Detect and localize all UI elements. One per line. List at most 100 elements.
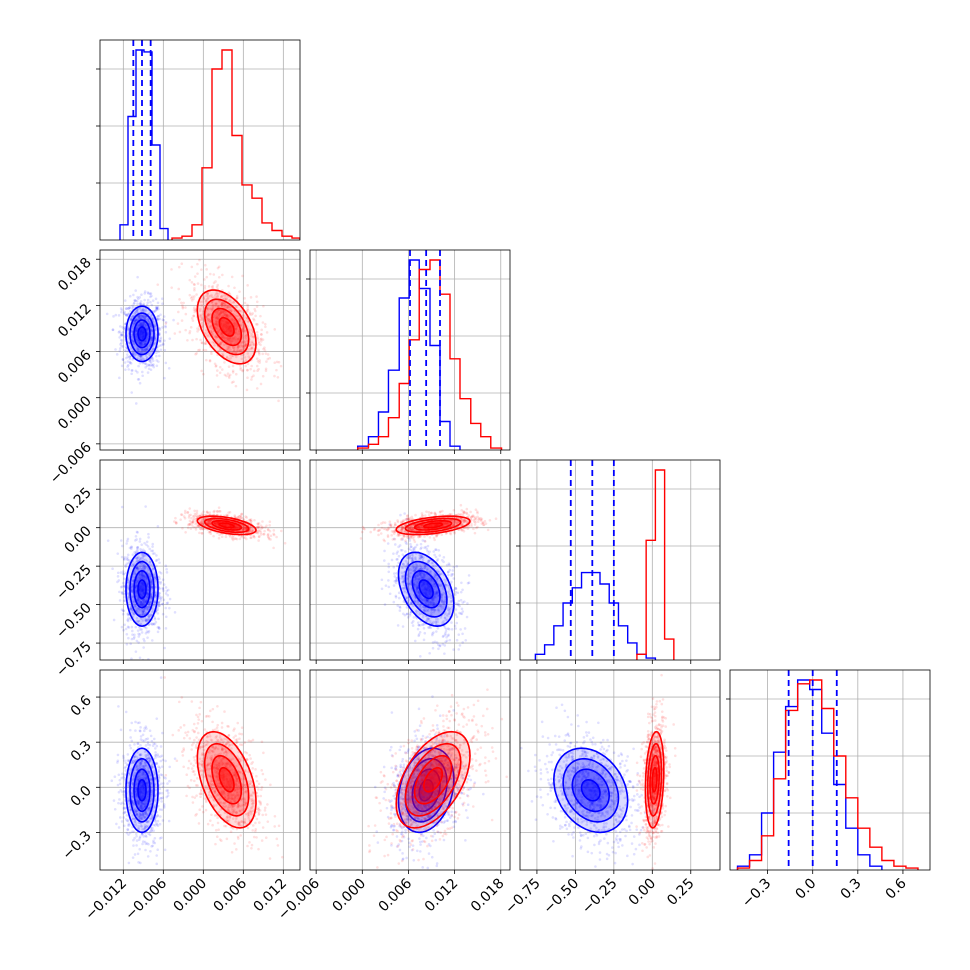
sample-point [141,331,145,334]
sample-point [163,376,166,380]
sample-point [140,589,143,593]
sample-point [130,369,134,372]
sample-point [443,616,447,619]
sample-point [139,350,143,354]
sample-point [432,602,436,605]
sample-point [188,278,192,282]
sample-point [130,657,133,660]
sample-point [127,561,130,565]
sample-point [149,602,152,605]
sample-point [433,608,436,611]
sample-point [123,299,127,302]
sample-point [141,589,145,593]
sample-point [118,349,122,353]
sample-point [147,615,150,619]
sample-point [122,312,126,315]
sample-point [147,312,151,315]
sample-point [212,522,216,525]
sample-point [432,604,435,607]
sample-point [250,519,253,523]
sample-point [195,512,199,515]
sample-point [252,534,255,538]
sample-point [209,329,213,333]
sample-point [447,585,450,588]
sample-point [141,611,145,614]
sample-point [139,330,143,334]
sample-point [420,555,424,558]
sample-point [159,340,162,343]
sample-point [141,370,144,374]
sample-point [244,527,247,531]
sample-point [133,635,136,639]
sample-point [446,608,450,611]
sample-point [267,536,271,540]
sample-point [166,601,170,605]
blue-contour [129,560,155,618]
sample-point [161,326,164,329]
sample-point [229,327,233,331]
sample-point [140,332,144,336]
sample-point [387,527,391,530]
sample-point [441,621,444,625]
sample-point [241,274,244,278]
sample-point [442,524,446,528]
sample-point [155,591,158,595]
blue-density [138,580,146,599]
sample-point [432,602,435,605]
sample-point [128,355,131,358]
sample-point [161,578,165,582]
sample-point [158,570,161,574]
sample-point [401,538,404,541]
sample-point [140,574,143,577]
sample-point [116,575,120,578]
sample-point [442,560,445,564]
sample-point [434,513,437,517]
sample-point [258,359,262,362]
panel-frame [99,459,301,661]
sample-point [144,309,148,313]
sample-point [242,528,245,532]
red-contour [218,316,235,337]
sample-point [256,338,260,341]
sample-point [153,324,157,328]
sample-point [220,368,224,371]
sample-point [231,371,235,374]
sample-point [400,571,404,574]
sample-point [194,526,198,529]
sample-point [144,366,147,369]
sample-point [197,525,200,528]
sample-point [421,514,424,518]
sample-point [436,558,440,561]
sample-point [161,302,164,305]
sample-point [461,588,464,592]
sample-point [148,576,152,580]
sample-point [137,315,141,319]
sample-point [273,374,276,378]
sample-point [445,639,449,643]
sample-point [224,336,228,340]
sample-point [193,286,196,290]
sample-point [138,575,141,579]
sample-point [421,559,425,562]
sample-point [422,576,426,579]
sample-point [229,348,232,352]
sample-point [158,317,161,321]
sample-point [152,347,155,351]
sample-point [243,329,247,333]
sample-point [250,536,253,539]
sample-point [118,590,121,594]
sample-point [151,364,155,367]
sample-point [221,302,224,306]
sample-point [139,329,143,333]
sample-point [441,587,445,590]
sample-point [158,328,162,331]
sample-point [215,316,218,320]
sample-point [411,563,415,567]
sample-point [155,554,158,557]
sample-point [164,586,168,589]
sample-point [125,356,128,360]
sample-point [257,524,260,528]
sample-point [119,571,123,574]
sample-point [134,402,138,405]
sample-point [413,540,417,544]
